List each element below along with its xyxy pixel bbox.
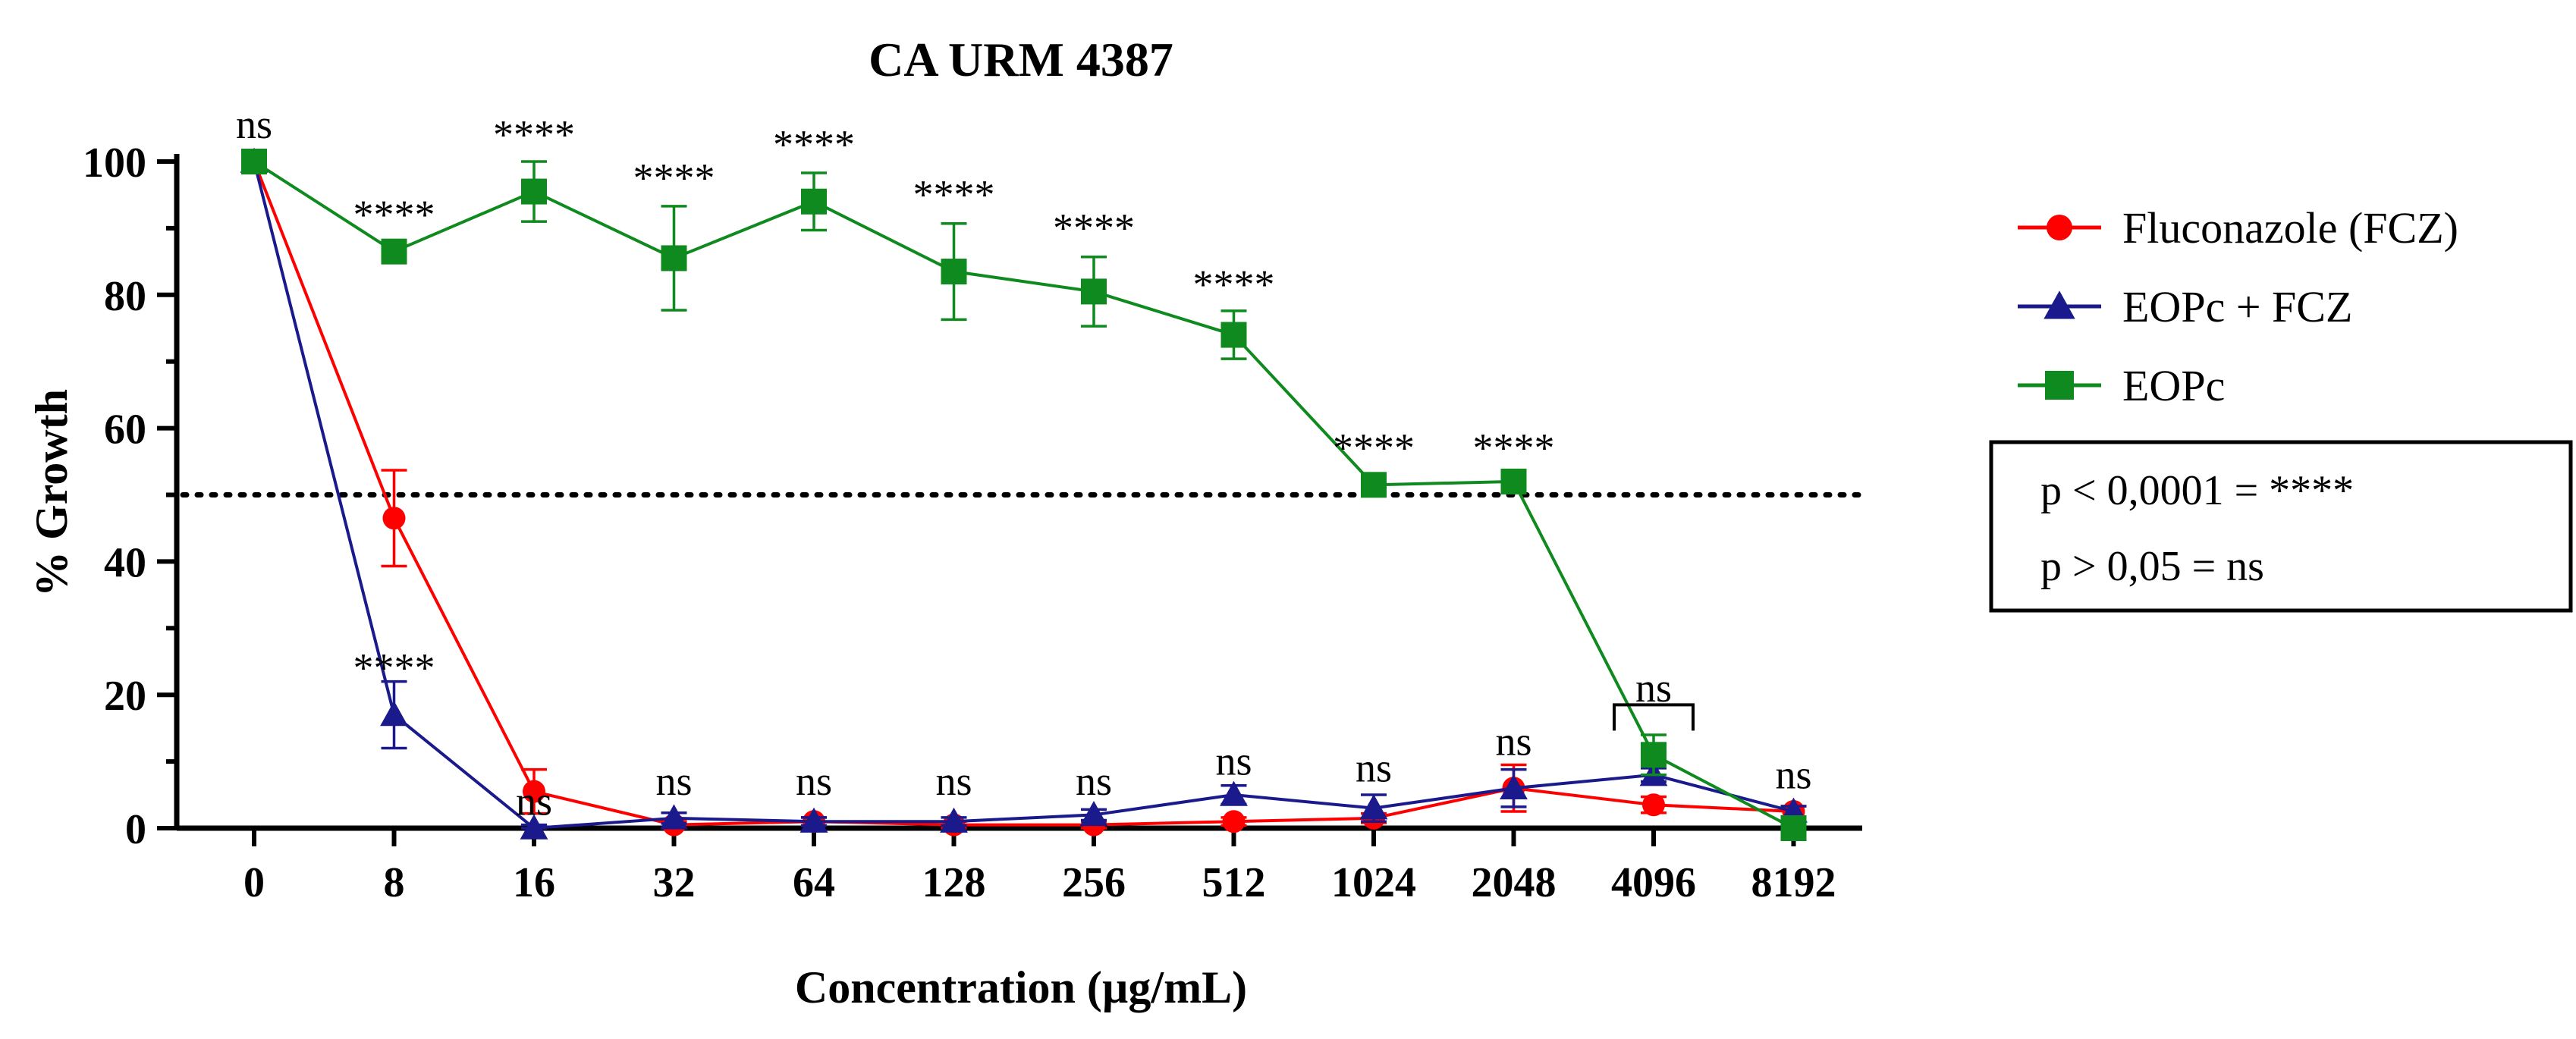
series-1-point-512 bbox=[1220, 780, 1248, 806]
legend-label-0: Fluconazole (FCZ) bbox=[2122, 203, 2458, 253]
series-2 bbox=[241, 149, 1807, 841]
x-axis-label: Concentration (µg/mL) bbox=[795, 962, 1247, 1012]
series-0-point-512 bbox=[1222, 810, 1246, 833]
significance-legend-line-1: p < 0,0001 = **** bbox=[2040, 467, 2354, 514]
significance-label-10: **** bbox=[353, 645, 435, 691]
y-tick-label-40: 40 bbox=[104, 539, 146, 586]
series-1-line bbox=[253, 161, 1795, 830]
y-tick-label-0: 0 bbox=[125, 806, 146, 853]
legend-item-2: EOPc bbox=[2018, 361, 2225, 410]
chart-title: CA URM 4387 bbox=[869, 33, 1173, 86]
series-1-point-64 bbox=[800, 807, 828, 833]
x-tick-label-1024: 1024 bbox=[1331, 859, 1416, 906]
series-1-point-8 bbox=[380, 701, 408, 727]
series-2-point-32 bbox=[661, 245, 687, 272]
series-2-point-1024 bbox=[1361, 472, 1387, 498]
significance-label-3: **** bbox=[633, 155, 715, 201]
plot-area: 0 20 40 60 80 100 0 8 16 32 64 128 256 512 1024 2048 409… bbox=[83, 102, 1865, 906]
legend-label-2: EOPc bbox=[2122, 361, 2225, 410]
x-tick-label-256: 256 bbox=[1062, 859, 1126, 906]
significance-label-14: ns bbox=[935, 758, 972, 804]
x-tick-label-64: 64 bbox=[793, 859, 835, 906]
series-0-point-4096 bbox=[1642, 793, 1665, 817]
significance-label-13: ns bbox=[796, 758, 832, 804]
significance-label-11: ns bbox=[516, 778, 552, 824]
legend-marker-0 bbox=[2047, 215, 2072, 240]
x-tick-label-2048: 2048 bbox=[1472, 859, 1557, 906]
significance-label-15: ns bbox=[1076, 758, 1112, 804]
series-2-point-2048 bbox=[1500, 468, 1527, 494]
x-tick-label-8: 8 bbox=[384, 859, 405, 906]
y-tick-label-100: 100 bbox=[83, 140, 146, 187]
significance-label-12: ns bbox=[655, 758, 692, 804]
x-tick-label-128: 128 bbox=[922, 859, 986, 906]
significance-bracket bbox=[1613, 703, 1695, 731]
significance-label-20: ns bbox=[1775, 752, 1811, 797]
legend-item-1: EOPc + FCZ bbox=[2018, 282, 2352, 331]
series-2-point-8192 bbox=[1780, 815, 1807, 841]
significance-label-16: ns bbox=[1215, 739, 1252, 784]
series-0-line bbox=[253, 161, 1794, 827]
legend-marker-2 bbox=[2045, 371, 2074, 400]
legend-marker-1 bbox=[2044, 290, 2075, 319]
series-1-point-1024 bbox=[1359, 794, 1388, 820]
significance-label-9: **** bbox=[1473, 425, 1555, 471]
series-1-point-32 bbox=[660, 804, 688, 830]
series-1-point-256 bbox=[1079, 801, 1108, 827]
x-tick-label-32: 32 bbox=[653, 859, 696, 906]
legend-item-0: Fluconazole (FCZ) bbox=[2018, 203, 2458, 253]
series-0-point-16 bbox=[523, 780, 545, 803]
series-2-line bbox=[253, 160, 1795, 830]
x-tick-label-4096: 4096 bbox=[1611, 859, 1696, 906]
significance-label-17: ns bbox=[1356, 745, 1392, 790]
series-legend: Fluconazole (FCZ) EOPc + FCZ EOPc bbox=[2018, 203, 2458, 410]
significance-legend: p < 0,0001 = **** p > 0,05 = ns bbox=[1989, 440, 2573, 613]
x-tick-label-8192: 8192 bbox=[1751, 859, 1836, 906]
y-axis-label: % Growth bbox=[27, 389, 77, 597]
significance-label-6: **** bbox=[1053, 205, 1135, 250]
significance-label-5: **** bbox=[913, 172, 995, 218]
significance-legend-box bbox=[1989, 440, 2573, 613]
series-2-point-0 bbox=[241, 149, 267, 174]
x-tick-label-0: 0 bbox=[243, 859, 265, 906]
series-2-point-16 bbox=[521, 178, 547, 205]
y-tick-label-60: 60 bbox=[104, 406, 146, 454]
series-2-point-128 bbox=[941, 259, 967, 285]
series-1-point-128 bbox=[940, 807, 968, 833]
y-tick-label-80: 80 bbox=[104, 273, 146, 320]
series-2-point-4096 bbox=[1641, 742, 1667, 768]
x-tick-label-512: 512 bbox=[1202, 859, 1266, 906]
series-0-point-8 bbox=[382, 507, 406, 530]
y-tick-label-20: 20 bbox=[104, 673, 146, 720]
significance-label-4: **** bbox=[773, 122, 855, 168]
x-tick-label-16: 16 bbox=[513, 859, 555, 906]
series-1-point-2048 bbox=[1500, 774, 1528, 799]
legend-label-1: EOPc + FCZ bbox=[2122, 282, 2352, 331]
series-1-point-16 bbox=[520, 814, 548, 840]
significance-label-18: ns bbox=[1495, 718, 1531, 764]
significance-label-2: **** bbox=[493, 111, 575, 157]
significance-label-0: ns bbox=[236, 102, 272, 147]
significance-label-1: **** bbox=[353, 192, 435, 237]
series-2-point-256 bbox=[1081, 278, 1107, 305]
significance-label-7: **** bbox=[1193, 262, 1275, 307]
series-2-point-512 bbox=[1220, 322, 1247, 348]
significance-label-19: ns bbox=[1635, 665, 1672, 711]
series-2-point-64 bbox=[801, 188, 827, 215]
significance-legend-line-2: p > 0,05 = ns bbox=[2040, 543, 2264, 590]
series-2-point-8 bbox=[381, 238, 407, 265]
significance-label-8: **** bbox=[1333, 425, 1415, 471]
